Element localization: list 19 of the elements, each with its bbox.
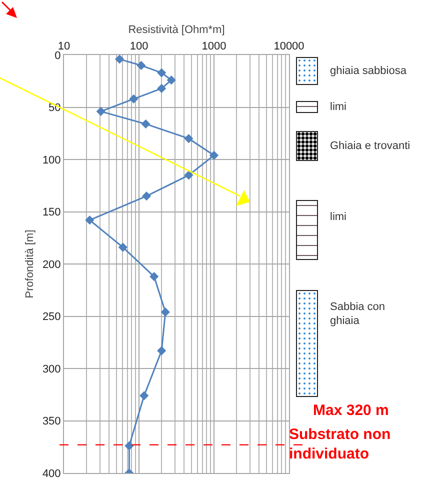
- ref-line-label: Substrato non individuato: [289, 426, 391, 462]
- y-tick-label: 100: [42, 154, 61, 166]
- y-tick-label: 250: [42, 311, 61, 324]
- y-axis-title: Profondità [m]: [24, 230, 36, 298]
- text: Ghiaia e trovanti: [330, 139, 410, 153]
- text: limi: [330, 210, 346, 224]
- y-tick-label: 350: [42, 416, 61, 428]
- x-tick-label: 100: [130, 40, 148, 53]
- y-tick-label: 150: [42, 206, 61, 219]
- x-tick-label: 1000: [202, 40, 226, 53]
- text: Max 320 m: [313, 402, 389, 420]
- y-tick-label: 400: [42, 468, 61, 480]
- y-tick-label: 300: [42, 363, 61, 376]
- text: ghiaia sabbiosa: [330, 64, 406, 78]
- y-tick-label: 200: [42, 258, 61, 271]
- x-axis-title: Resistività [Ohm*m]: [128, 24, 225, 36]
- x-tick-label: 10000: [274, 40, 304, 53]
- text: limi: [330, 100, 346, 114]
- text: Sabbia con ghiaia: [330, 300, 386, 328]
